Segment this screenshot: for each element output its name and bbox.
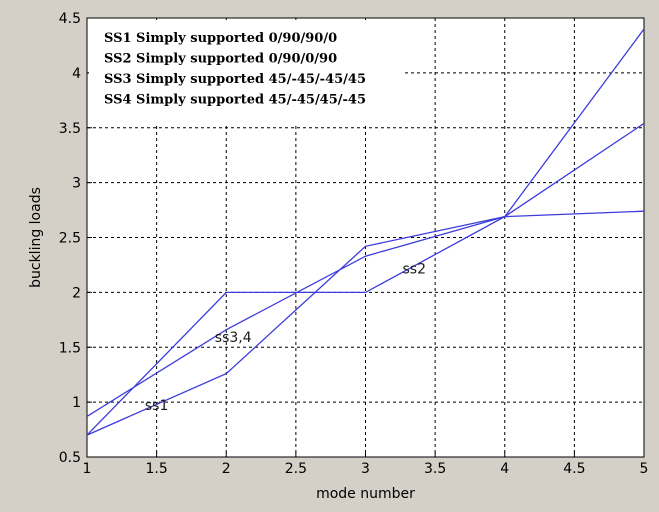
legend-entry: SS3 Simply supported 45/-45/-45/45 — [104, 72, 366, 87]
x-tick-label: 2 — [222, 461, 231, 477]
legend-entry: SS4 Simply supported 45/-45/45/-45 — [104, 93, 366, 108]
x-tick-label: 5 — [640, 461, 649, 477]
y-axis-label: buckling loads — [28, 187, 44, 288]
series-lines — [86, 28, 645, 436]
axis-ticks: 1 1.5 2 2.5 3 3.5 4 4.5 50.511.522.533.544.5 — [59, 11, 649, 477]
series-line — [86, 210, 645, 417]
y-tick-label: 1 — [72, 395, 81, 411]
legend-entry: SS2 Simply supported 0/90/0/90 — [104, 52, 337, 67]
legend: SS1 Simply supported 0/90/90/0 SS2 Simply… — [89, 20, 402, 126]
x-tick-label: 4 — [500, 461, 509, 477]
y-tick-label: 4.5 — [59, 11, 81, 27]
series-annotations: ss1 ss2 ss3,4 — [145, 262, 426, 414]
x-tick-label: 2.5 — [285, 461, 307, 477]
y-tick-label: 0.5 — [59, 450, 81, 466]
x-tick-label: 3 — [361, 461, 370, 477]
x-tick-label: 4.5 — [563, 461, 585, 477]
series-label: ss3,4 — [215, 330, 252, 346]
y-tick-label: 4 — [72, 66, 81, 82]
series-label: ss2 — [402, 262, 426, 278]
legend-box — [89, 20, 402, 126]
y-tick-label: 2.5 — [59, 231, 81, 247]
y-tick-label: 1.5 — [59, 340, 81, 356]
x-axis-label: mode number — [316, 486, 415, 502]
x-tick-label: 1 — [83, 461, 92, 477]
y-tick-label: 3.5 — [59, 121, 81, 137]
y-tick-label: 3 — [72, 176, 81, 192]
series-label: ss1 — [145, 398, 169, 414]
x-tick-label: 3.5 — [424, 461, 446, 477]
y-tick-label: 2 — [72, 285, 81, 301]
x-tick-label: 1.5 — [145, 461, 167, 477]
legend-entry: SS1 Simply supported 0/90/90/0 — [104, 31, 337, 46]
series-line — [86, 122, 645, 436]
series-line — [86, 28, 645, 436]
